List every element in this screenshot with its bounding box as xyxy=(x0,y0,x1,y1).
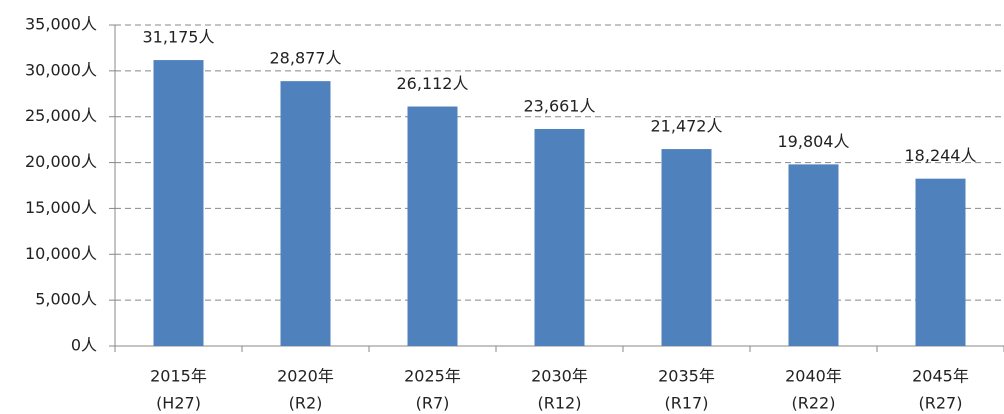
bar xyxy=(915,178,966,346)
x-tick-label: (R17) xyxy=(665,394,709,413)
y-tick-label: 10,000人 xyxy=(25,244,97,263)
bar xyxy=(661,149,712,346)
bar xyxy=(407,106,458,346)
y-tick-label: 20,000人 xyxy=(25,152,97,171)
x-tick-label: (R22) xyxy=(792,394,836,413)
x-tick-label: 2045年 xyxy=(912,367,969,386)
data-label: 23,661人 xyxy=(524,96,596,115)
x-tick-label: 2025年 xyxy=(404,367,461,386)
x-tick-label: 2035年 xyxy=(658,367,715,386)
x-tick-label: (R7) xyxy=(416,394,450,413)
y-tick-label: 0人 xyxy=(71,336,97,355)
bar xyxy=(534,128,585,346)
data-label: 28,877人 xyxy=(270,49,342,68)
y-tick-label: 30,000人 xyxy=(25,60,97,79)
x-tick-label: (R27) xyxy=(919,394,963,413)
y-tick-label: 5,000人 xyxy=(35,290,97,309)
bar xyxy=(788,164,839,346)
y-tick-label: 15,000人 xyxy=(25,198,97,217)
x-tick-label: 2030年 xyxy=(531,367,588,386)
data-label: 19,804人 xyxy=(778,132,850,151)
data-label: 26,112人 xyxy=(397,74,469,93)
data-label: 31,175人 xyxy=(143,28,215,47)
x-tick-label: 2040年 xyxy=(785,367,842,386)
x-tick-label: (H27) xyxy=(156,394,201,413)
bar xyxy=(153,60,204,346)
bar xyxy=(280,81,331,347)
data-label: 18,244人 xyxy=(905,146,977,165)
y-tick-label: 35,000人 xyxy=(25,15,97,34)
data-label: 21,472人 xyxy=(651,117,723,136)
x-tick-label: 2015年 xyxy=(150,367,207,386)
y-tick-label: 25,000人 xyxy=(25,106,97,125)
x-tick-label: (R12) xyxy=(538,394,582,413)
x-tick-label: (R2) xyxy=(289,394,323,413)
x-tick-label: 2020年 xyxy=(277,367,334,386)
